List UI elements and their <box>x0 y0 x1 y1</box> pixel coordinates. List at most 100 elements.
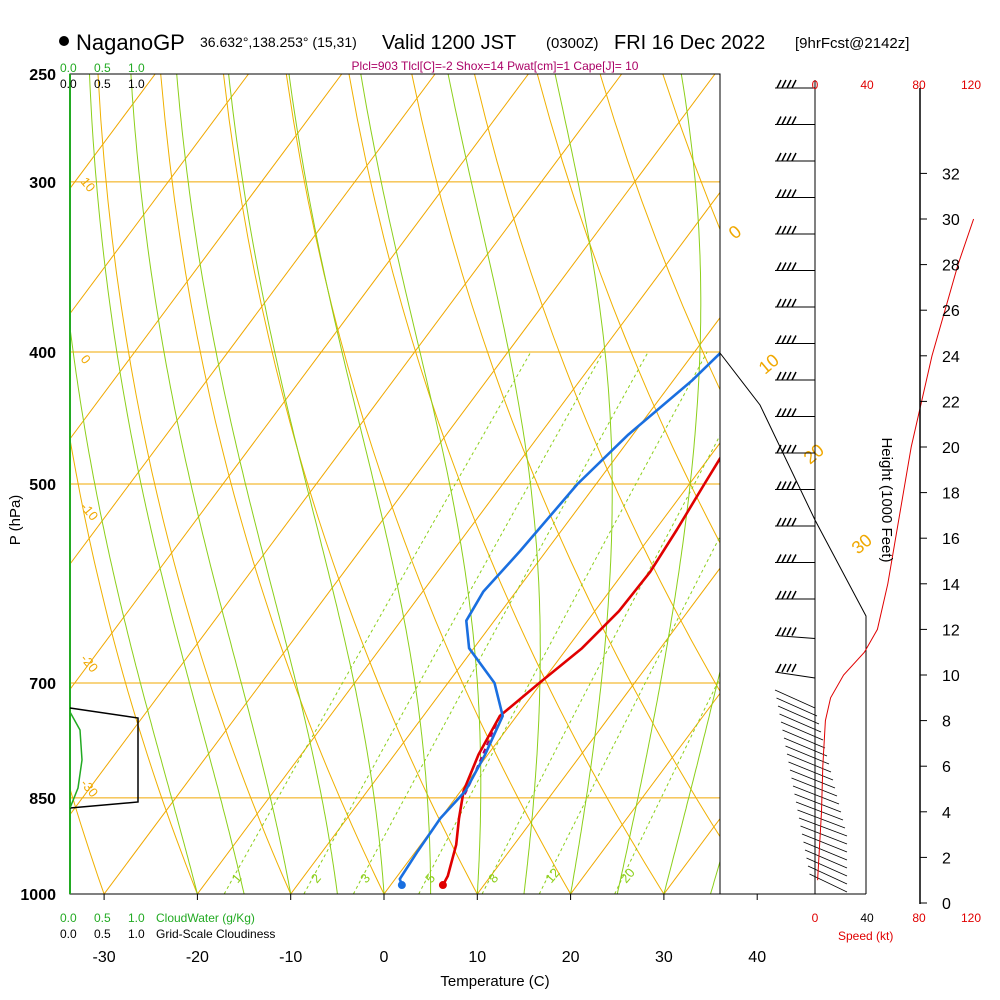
wind-barb-flag <box>786 116 792 125</box>
isotherm-line <box>70 74 529 691</box>
wind-barb-flag <box>776 627 782 636</box>
cw-top-0: 0.0 <box>60 61 77 75</box>
grid-cloud-label: Grid-Scale Cloudiness <box>156 927 275 941</box>
wind-barb-flag <box>776 444 782 454</box>
speed-tick-bottom: 0 <box>812 911 819 925</box>
wind-barb-flag <box>776 152 782 162</box>
wind-barb-flag <box>781 481 787 490</box>
wind-barb-flag <box>786 481 792 490</box>
wind-barb-flag <box>791 262 797 271</box>
dry-adiabat-line <box>70 787 105 894</box>
wind-barb-flag <box>781 627 787 636</box>
wind-barb-flag <box>791 590 797 600</box>
wind-panel-edge <box>719 352 867 894</box>
height-tick-label: 32 <box>942 166 960 183</box>
wind-barb-flag <box>791 481 797 490</box>
moist-adiabat-line <box>288 74 432 894</box>
low-level-wind-barb <box>800 825 848 845</box>
wind-barb-flag <box>791 627 797 636</box>
wind-barb-flag <box>786 298 792 308</box>
wind-barb-flag <box>776 517 782 527</box>
speed-tick-bottom: 120 <box>961 911 981 925</box>
station-dot-icon <box>59 36 69 46</box>
low-level-wind-barb <box>807 865 848 885</box>
height-tick-label: 12 <box>942 622 960 639</box>
wind-barb-flag <box>786 627 792 636</box>
height-tick-label: 30 <box>942 212 960 229</box>
wind-panel <box>719 79 975 895</box>
wind-barb-flag <box>791 408 797 417</box>
x-axis-label: Temperature (C) <box>440 973 549 990</box>
wind-barb-flag <box>776 335 782 344</box>
gs-bottom-2: 1.0 <box>128 927 145 941</box>
wind-barb-flag <box>791 79 797 89</box>
moist-adiabat-line <box>70 323 198 894</box>
wind-barb-flag <box>781 225 787 235</box>
low-level-wind-barb <box>776 697 818 717</box>
wind-barb-flag <box>786 189 792 198</box>
height-axis-label: Height (1000 Feet) <box>878 437 895 562</box>
wind-barb-flag <box>786 590 792 600</box>
wind-barb-flag <box>776 116 782 125</box>
dry-adiabat-line <box>223 74 478 894</box>
grid-scale-cloud-outline <box>69 707 139 809</box>
isotherm-line <box>290 316 720 894</box>
moist-adiabat-line <box>130 74 292 894</box>
wind-barb-flag <box>781 444 787 454</box>
low-level-wind-barb <box>777 705 820 725</box>
low-level-wind-barb <box>801 833 848 853</box>
height-tick-label: 8 <box>942 714 951 731</box>
wind-barb-flag <box>786 371 792 381</box>
wind-barb-flag <box>781 517 787 527</box>
wind-barb-flag <box>776 262 782 271</box>
isotherm-line <box>103 74 716 894</box>
dry-adiabat-line <box>599 74 720 391</box>
y-tick-label: 500 <box>29 477 56 494</box>
wind-barb-flag <box>776 481 782 490</box>
wind-barb-flag <box>776 189 782 198</box>
x-tick-label: 40 <box>748 949 766 966</box>
dry-adiabat-line <box>411 74 720 838</box>
low-level-wind-barb <box>780 721 824 741</box>
isobar-grid <box>70 74 720 894</box>
x-tick-label: 20 <box>562 949 580 966</box>
moist-adiabat-line <box>176 74 338 894</box>
wind-barb-flag <box>781 590 787 600</box>
moist-adiabat-line <box>554 74 613 894</box>
low-level-wind-barb <box>798 817 848 837</box>
wind-barb <box>774 671 816 679</box>
moist-adiabat-grid <box>70 74 720 894</box>
isotherm-line <box>383 442 720 894</box>
height-tick-label: 26 <box>942 303 960 320</box>
height-tick-label: 16 <box>942 531 960 548</box>
wind-barb-flag <box>786 79 792 89</box>
low-level-wind-barb <box>809 873 848 893</box>
y-axis-ticks: 250 300 400 500 700 850 1000 <box>20 67 56 904</box>
wind-barb-flag <box>791 554 797 563</box>
low-level-wind-barb <box>794 793 842 813</box>
x-tick-label: -30 <box>93 949 116 966</box>
wind-barb-flag <box>776 225 782 235</box>
wind-barb-flag <box>791 225 797 235</box>
mixing-ratio-line <box>223 351 532 894</box>
height-tick-label: 20 <box>942 440 960 457</box>
isotherm-line <box>196 191 720 894</box>
height-tick-label: 4 <box>942 805 951 822</box>
speed-tick-top: 40 <box>860 78 874 92</box>
low-level-wind-barb <box>803 841 848 861</box>
wind-barb-flag <box>791 116 797 125</box>
gs-top-1: 0.5 <box>94 77 111 91</box>
wind-barb-flag <box>776 554 782 563</box>
isotherm-line <box>70 74 623 816</box>
isotherm-line <box>70 74 343 440</box>
cw-bottom-2: 1.0 <box>128 911 145 925</box>
speed-tick-bottom: 40 <box>860 911 874 925</box>
height-tick-label: 0 <box>942 896 951 913</box>
wind-barbs <box>774 79 848 893</box>
wind-barb-flag <box>781 152 787 162</box>
low-level-wind-barb <box>804 849 848 869</box>
valid-utc: (0300Z) <box>546 35 599 52</box>
wind-barb-flag <box>791 371 797 381</box>
station-coords: 36.632°,138.253° (15,31) <box>200 34 357 50</box>
